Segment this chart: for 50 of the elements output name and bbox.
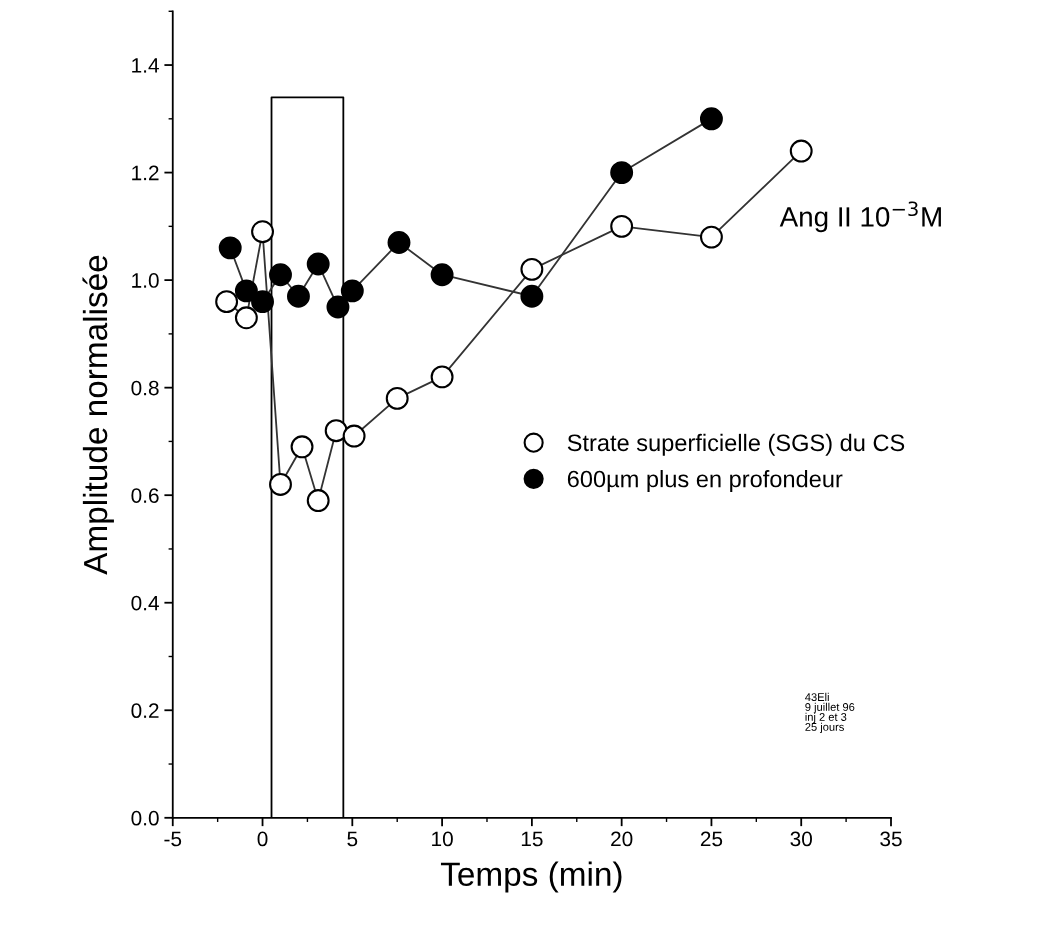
x-tick-label: 35 — [880, 831, 902, 847]
point — [430, 365, 454, 389]
point — [610, 214, 634, 238]
x-tick-label: 30 — [790, 831, 812, 847]
point — [430, 263, 454, 287]
point — [699, 225, 723, 249]
point — [326, 295, 350, 319]
point — [218, 236, 242, 260]
point — [215, 290, 239, 314]
point — [387, 231, 411, 254]
y-tick-label: 0.8 — [131, 380, 159, 396]
point — [286, 284, 310, 308]
y-tick-label: 0.6 — [131, 488, 159, 503]
x-tick-label: 0 — [257, 831, 268, 847]
point — [306, 489, 330, 513]
x-tick-label: 20 — [611, 831, 633, 847]
point — [520, 257, 544, 281]
point — [251, 220, 274, 244]
point — [342, 424, 366, 448]
point — [789, 139, 813, 163]
x-tick-label: 10 — [432, 831, 453, 847]
y-tick-label: 1.4 — [132, 58, 159, 73]
legend-label: 600µm plus en profondeur — [567, 470, 843, 493]
point — [234, 279, 258, 303]
point — [269, 472, 292, 496]
y-tick-label: 0.2 — [131, 703, 159, 719]
y-tick-label: 1.0 — [132, 273, 159, 288]
x-tick-label: 5 — [347, 831, 358, 847]
x-axis-title: Temps (min) — [440, 861, 622, 893]
point — [290, 435, 314, 459]
x-tick-label: 15 — [521, 831, 543, 847]
annotation: Ang II 10$^{−3}$M — [779, 201, 941, 233]
annotation: 43Eli 9 juillet 96 inj 2 et 3 25 jours — [805, 692, 855, 734]
y-tick-label: 1.2 — [132, 165, 159, 181]
y-tick-label: 0.4 — [131, 595, 159, 611]
point — [251, 290, 274, 314]
y-axis-title: Amplitude normalisée — [82, 255, 114, 575]
point — [385, 386, 409, 410]
point — [699, 107, 723, 131]
point — [340, 279, 364, 303]
point — [610, 161, 634, 185]
x-tick-label: -5 — [164, 831, 182, 847]
point — [324, 419, 348, 443]
legend-label: Strate superficielle (SGS) du CS — [567, 433, 905, 456]
point — [234, 306, 258, 330]
point — [306, 252, 330, 276]
y-tick-label: 0.0 — [131, 810, 159, 826]
x-tick-label: 25 — [700, 831, 723, 847]
point — [269, 263, 292, 287]
point — [520, 284, 544, 308]
